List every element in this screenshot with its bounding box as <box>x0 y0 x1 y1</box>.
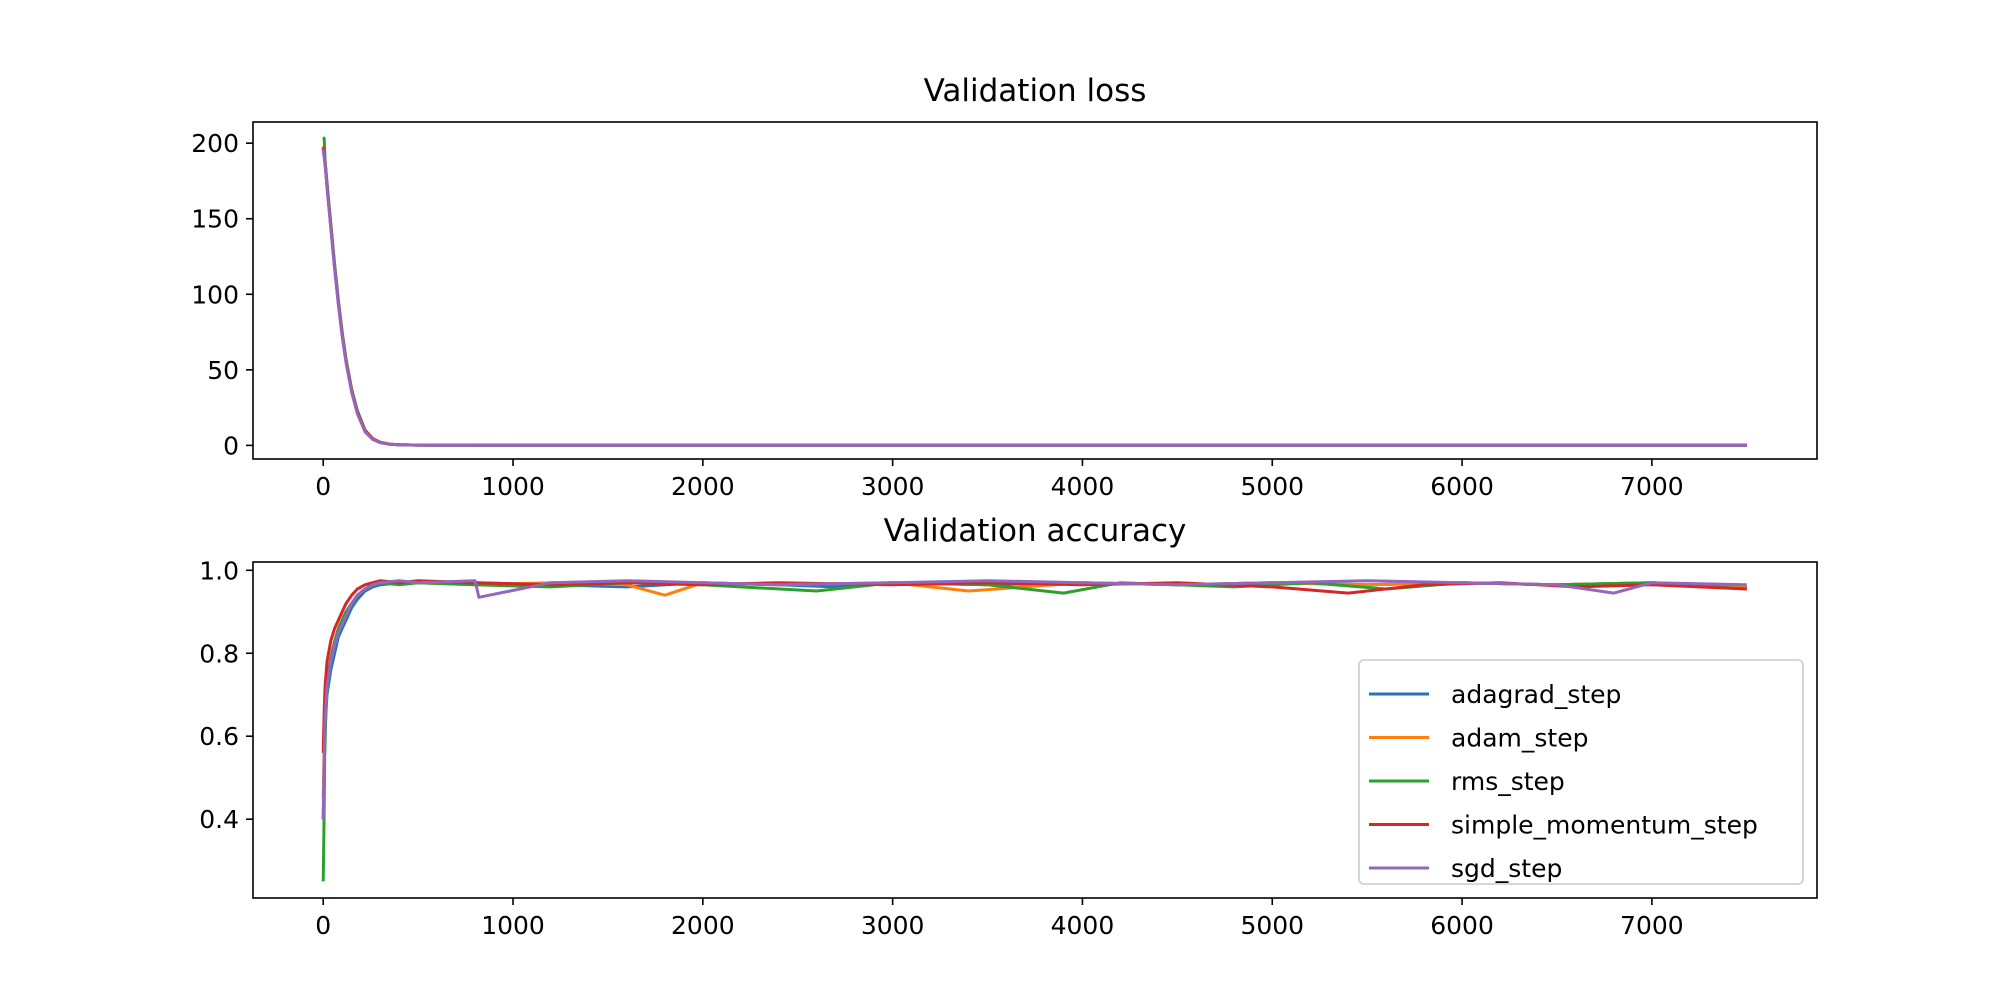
loss-y-tick-label: 200 <box>191 129 239 158</box>
loss-chart: Validation loss 0 1000 2000 3000 4000 5000 600… <box>191 73 1818 501</box>
accuracy-series-sgd-step <box>321 579 1747 820</box>
accuracy-legend-box <box>1358 659 1804 885</box>
accuracy-x-tick-label: 2000 <box>671 911 735 940</box>
accuracy-legend-label: adam_step <box>1451 724 1588 753</box>
accuracy-x-tick-label: 5000 <box>1240 911 1304 940</box>
accuracy-legend-label: rms_step <box>1451 767 1565 796</box>
accuracy-chart-title: Validation accuracy <box>884 513 1187 549</box>
accuracy-legend: adagrad_step adam_step rms_step simple_mome… <box>1358 659 1804 885</box>
accuracy-series-group <box>321 579 1747 882</box>
accuracy-chart: Validation accuracy 0 1000 2000 3000 4000 500… <box>199 513 1818 940</box>
loss-x-tick-label: 2000 <box>671 472 735 501</box>
loss-x-tick-label: 3000 <box>861 472 925 501</box>
loss-series-group <box>321 136 1747 447</box>
accuracy-y-tick-label: 0.8 <box>199 639 239 668</box>
loss-x-tick-label: 7000 <box>1620 472 1684 501</box>
accuracy-x-tick-label: 0 <box>315 911 331 940</box>
loss-axes-frame <box>252 121 1818 460</box>
loss-x-tick-label: 1000 <box>481 472 545 501</box>
accuracy-y-tick-label: 0.6 <box>199 722 239 751</box>
loss-x-tick-label: 0 <box>315 472 331 501</box>
accuracy-legend-label: sgd_step <box>1451 854 1562 883</box>
loss-y-tick-label: 100 <box>191 280 239 309</box>
loss-y-tick-label: 0 <box>223 431 239 460</box>
loss-chart-title: Validation loss <box>924 73 1147 109</box>
accuracy-x-tick-label: 3000 <box>861 911 925 940</box>
accuracy-y-tick-label: 0.4 <box>199 805 239 834</box>
accuracy-x-tick-label: 1000 <box>481 911 545 940</box>
accuracy-x-tick-label: 6000 <box>1430 911 1494 940</box>
accuracy-y-tick-label: 1.0 <box>199 556 239 585</box>
loss-y-tick-label: 150 <box>191 205 239 234</box>
loss-x-tick-label: 4000 <box>1051 472 1115 501</box>
accuracy-axes-frame <box>252 561 1818 899</box>
accuracy-x-tick-label: 4000 <box>1051 911 1115 940</box>
loss-x-tick-label: 5000 <box>1240 472 1304 501</box>
loss-series-sgd-step <box>321 149 1747 447</box>
loss-x-tick-label: 6000 <box>1430 472 1494 501</box>
loss-y-tick-label: 50 <box>207 356 239 385</box>
accuracy-plot-area: 0 1000 2000 3000 4000 5000 6000 7000 0.4 0.6 0.8 1.… <box>199 556 1818 940</box>
loss-plot-area: 0 1000 2000 3000 4000 5000 6000 7000 0 50 100 150 20… <box>191 121 1818 501</box>
accuracy-legend-label: simple_momentum_step <box>1451 811 1758 840</box>
accuracy-x-tick-label: 7000 <box>1620 911 1684 940</box>
accuracy-legend-label: adagrad_step <box>1451 680 1621 709</box>
